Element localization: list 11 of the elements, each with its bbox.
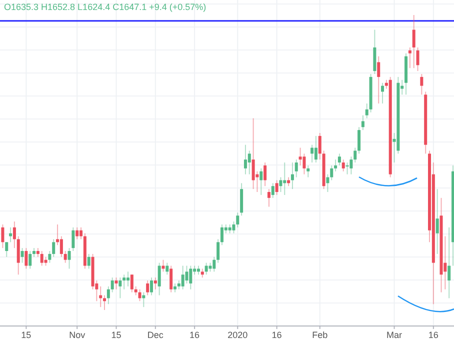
x-tick-label: 16 (190, 330, 200, 340)
x-tick-label: 16 (272, 330, 282, 340)
x-tick-label: Dec (147, 330, 164, 340)
x-tick-label: 2020 (228, 330, 248, 340)
x-tick-label: Feb (312, 330, 328, 340)
text: O1635.3 H1652.8 L1624.4 C1647.1 +9.4 (+0.57%) (4, 2, 206, 12)
x-tick-label: 16 (428, 330, 438, 340)
x-tick-label: 15 (21, 330, 32, 340)
x-tick-label: Nov (69, 330, 86, 340)
x-tick-label: 15 (111, 330, 122, 340)
x-tick-label: Mar (386, 330, 402, 340)
